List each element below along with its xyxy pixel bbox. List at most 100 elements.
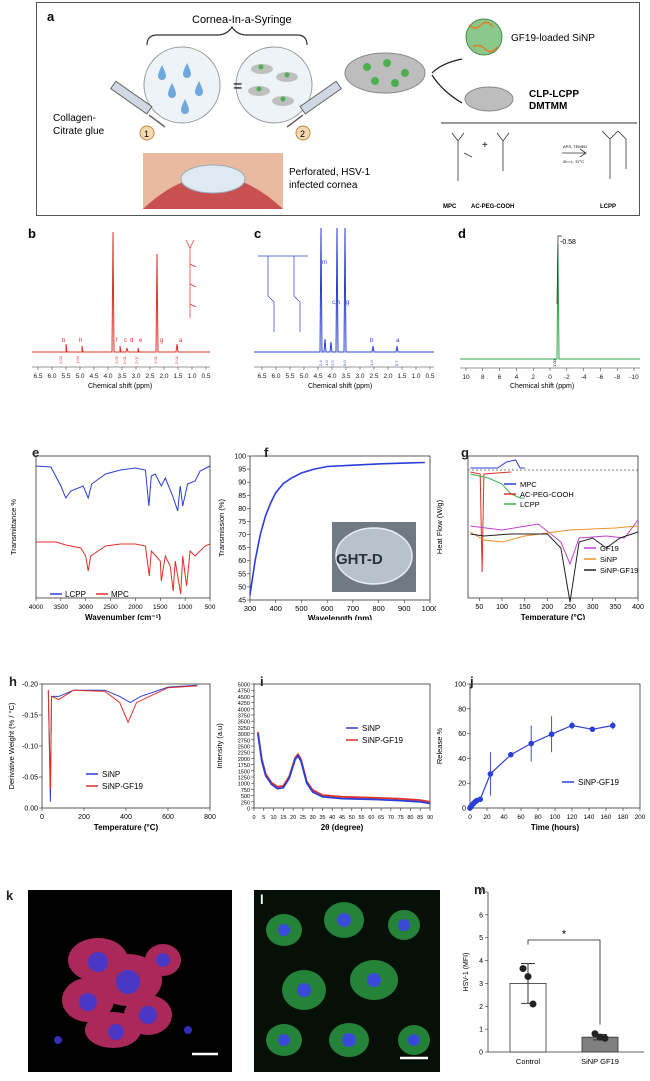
nmr-d-xlabel: Chemical shift (ppm)	[510, 383, 574, 390]
svg-text:1.04: 1.04	[75, 355, 80, 364]
x-tick-label: 300	[244, 604, 257, 613]
chart-h-dtg: 0 200 400 600 800 0.00 -0.05 -0.10 -0.15 -0.20 Tem…	[7, 682, 216, 833]
cornea-caption-1: Perforated, HSV-1	[289, 167, 371, 178]
x-tick-label: 50	[349, 815, 355, 821]
x-tick-label: 250	[564, 604, 576, 611]
panel-b: b b h f c d e g a 1.04 1.04 2.09 2.01 2.…	[26, 224, 216, 392]
nmr-tick-label: -8	[614, 374, 620, 381]
y-tick-label: 100	[234, 454, 246, 461]
nmr-b-integrals: 1.04 1.04 2.09 2.01 2.07 2.01 2.04	[58, 355, 179, 364]
collagen-label-1: Collagen-	[53, 113, 96, 124]
y-tick-label: 5000	[238, 683, 250, 689]
nmr-tick-label: 3.0	[355, 373, 364, 380]
data-point	[487, 771, 494, 777]
clp-label-1: CLP-LCPP	[529, 89, 579, 100]
legend-label: SiNP	[362, 724, 380, 733]
plot-frame	[467, 455, 639, 599]
panel-k-label: k	[6, 888, 14, 903]
equals-sign: =	[233, 78, 242, 95]
y-tick-label: 1250	[238, 776, 250, 782]
legend-label: SiNP	[600, 555, 617, 564]
series-lcpp-line	[470, 473, 525, 499]
nmr-tick-label: -4	[581, 374, 587, 381]
y-tick-label: -0.10	[22, 744, 38, 751]
gf19-peptide-icon	[468, 21, 498, 53]
nmr-c-integrals: 2.4 1.0 2.5 9.0 1.0 0.7	[318, 360, 399, 366]
nmr-tick-label: 4.0	[103, 373, 112, 380]
x-tick-label: 20	[483, 814, 491, 821]
x-tick-label: 60	[368, 815, 374, 821]
x-tick-label: 200	[635, 814, 646, 821]
step-1-badge	[139, 125, 155, 141]
series-sinp-gf19-line	[257, 731, 431, 803]
x-tick-label: 400	[632, 604, 644, 611]
series-mpc-line	[36, 541, 211, 595]
nmr-b-peak-b: b	[62, 338, 66, 344]
x-tick-label: 150	[519, 604, 531, 611]
reaction-cond-1: APS, TEMED	[563, 144, 587, 149]
y-axis-label: HSV-1 (MFI)	[463, 953, 470, 992]
plot-frame	[249, 455, 431, 601]
svg-text:2.5: 2.5	[330, 360, 335, 366]
nmr-tick-label: 2	[531, 374, 535, 381]
x-tick-label: 20	[290, 815, 296, 821]
plot-frame	[469, 683, 641, 809]
step-1-label: 1	[144, 129, 149, 139]
y-axis-label: Intensity (a.u)	[216, 723, 224, 769]
x-axis-label: Temperature (°C)	[521, 613, 586, 620]
panel-c: c m c,h g b a 2.4 1.0 2.5 9.0 1.0 0.7 6.…	[250, 224, 440, 392]
collagen-label-2: Citrate glue	[53, 126, 105, 137]
sinp-label: GF19-loaded SiNP	[511, 33, 595, 44]
nmr-tick-label: 6.5	[33, 373, 42, 380]
svg-text:9.0: 9.0	[342, 360, 347, 366]
plus-sign: +	[482, 140, 488, 151]
svg-text:2.07: 2.07	[134, 355, 139, 364]
nmr-tick-label: 0.5	[425, 373, 434, 380]
gel-particles-icon	[363, 59, 409, 87]
y-tick-label: 0	[247, 807, 250, 813]
y-tick-label: 4250	[238, 701, 250, 707]
panel-a-label: a	[47, 9, 55, 24]
x-tick-label: 800	[204, 814, 216, 821]
nmr-tick-label: 8	[481, 374, 485, 381]
nmr-c-spectrum: c m c,h g b a 2.4 1.0 2.5 9.0 1.0 0.7 6.…	[254, 226, 435, 390]
x-tick-label: 55	[358, 815, 364, 821]
panel-e-label: e	[32, 445, 40, 460]
panel-d-label: d	[458, 226, 466, 241]
y-tick-label: 4	[479, 958, 483, 965]
nmr-tick-label: 4.5	[89, 373, 98, 380]
significance-bracket	[527, 939, 601, 1025]
chart-f-transmission: 300 400 500 600 700 800 900 1000 45 50 55 60 65 70 75 8…	[217, 454, 438, 624]
x-tick-label: 80	[407, 815, 413, 821]
y-tick-label: 80	[238, 506, 246, 513]
y-axis-label: Heat Flow (W/g)	[435, 499, 444, 554]
y-tick-label: 75	[238, 519, 246, 526]
y-tick-label: 3000	[238, 732, 250, 738]
panel-a: a Cornea-In-a-Syringe =	[36, 2, 640, 216]
data-point	[528, 740, 534, 747]
nmr-d-line	[460, 243, 640, 360]
nmr-c-line	[254, 227, 434, 353]
x-tick-label: 500	[205, 604, 216, 611]
nmr-tick-label: -6	[598, 374, 604, 381]
x-tick-label: 180	[618, 814, 629, 821]
y-tick-label: 500	[241, 794, 250, 800]
nmr-b-xlabel: Chemical shift (ppm)	[88, 383, 152, 390]
legend-label: AC-PEG-COOH	[520, 490, 574, 499]
svg-text:2.4: 2.4	[318, 360, 323, 366]
category-label: Control	[516, 1057, 541, 1066]
legend-label: MPC	[520, 480, 537, 489]
nmr-tick-label: -10	[629, 374, 639, 381]
y-tick-label: 40	[458, 756, 466, 763]
y-tick-label: 1750	[238, 763, 250, 769]
x-tick-label: 85	[417, 815, 423, 821]
nmr-tick-label: 4.0	[327, 373, 336, 380]
significance-star: *	[562, 929, 567, 941]
panel-g: 50 100 150 200 250 300 350 400 Temperature (°C) H…	[434, 445, 646, 622]
chart-i-xrd: 0 5 10 15 20 25 30 35 40 45 50 55 60 65 70 75 80 85 900250…	[215, 683, 433, 833]
chart-g-dsc: 50 100 150 200 250 300 350 400 Temperature (°C) H…	[435, 455, 644, 622]
acpeg-label: AC-PEG-COOH	[471, 204, 514, 210]
x-tick-label: 140	[584, 814, 595, 821]
x-axis-label: Wavelength (nm)	[308, 614, 372, 620]
y-tick-label: 1	[479, 1027, 483, 1034]
